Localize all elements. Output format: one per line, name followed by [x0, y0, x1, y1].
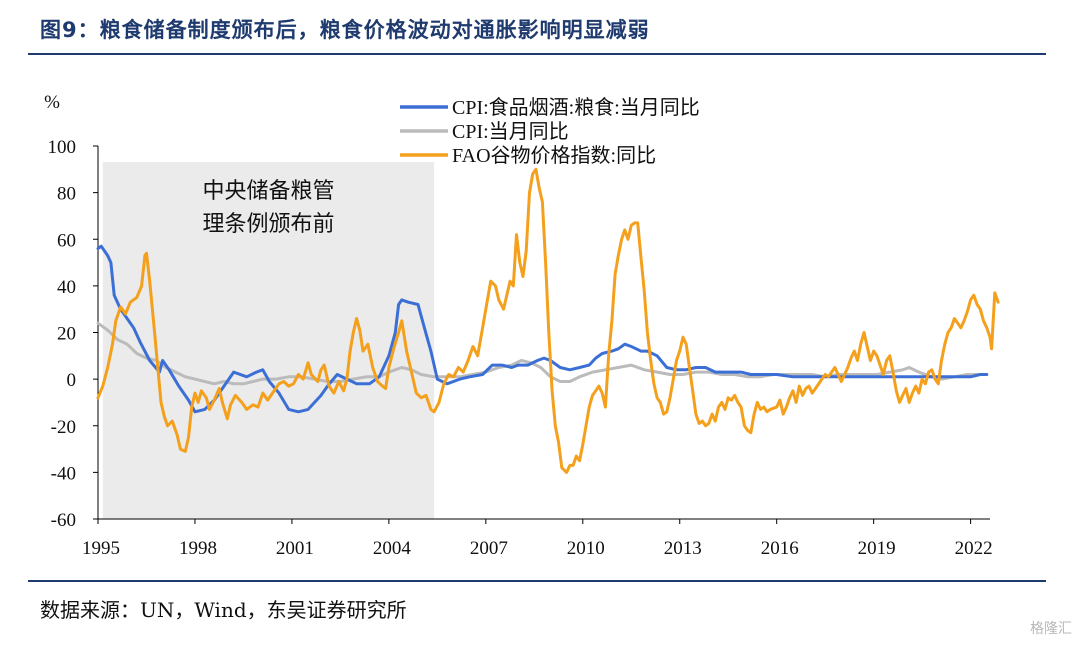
y-axis-unit: %: [44, 92, 60, 113]
series-line-0: [96, 244, 989, 414]
y-tick-label: 80: [57, 184, 76, 205]
x-tick-label: 2022: [955, 538, 993, 559]
x-tick-label: 2007: [470, 538, 508, 559]
axes: -60 -40 -20 0 20 40 60 80 100 1995 1998 2001 2004 200…: [44, 92, 993, 559]
top-rule: [28, 53, 1046, 55]
series-layer: [96, 167, 1000, 474]
series-line-2: [96, 167, 1000, 474]
x-tick-label: 1995: [82, 538, 120, 559]
y-tick-label: 0: [67, 370, 77, 391]
x-tick-label: 1998: [179, 538, 217, 559]
y-tick-label: -20: [51, 417, 76, 438]
legend-label-2: FAO谷物价格指数:同比: [452, 144, 656, 167]
annotation-label-line1: 中央储备粮管: [202, 178, 334, 203]
legend-label-1: CPI:当月同比: [452, 120, 569, 143]
legend-label-0: CPI:食品烟酒:粮食:当月同比: [452, 96, 700, 119]
y-tick-label: -60: [51, 510, 76, 531]
y-tick-label: 40: [57, 277, 76, 298]
figure-title: 图9：粮食储备制度颁布后，粮食价格波动对通胀影响明显减弱: [40, 18, 650, 42]
source-note: 数据来源：UN，Wind，东吴证券研究所: [40, 598, 407, 622]
y-tick-label: -40: [51, 463, 76, 484]
x-tick-label: 2001: [276, 538, 314, 559]
y-tick-label: 20: [57, 324, 76, 345]
bottom-rule: [28, 580, 1046, 582]
x-tick-label: 2013: [664, 538, 702, 559]
x-tick-label: 2019: [858, 538, 896, 559]
y-tick-label: 100: [48, 137, 77, 158]
x-tick-label: 2016: [761, 538, 799, 559]
x-tick-label: 2010: [567, 538, 605, 559]
annotation-label-line2: 理条例颁布前: [202, 211, 334, 236]
series-line-1: [96, 321, 989, 386]
shaded-region: [102, 162, 435, 519]
x-tick-label: 2004: [373, 538, 412, 559]
y-tick-label: 60: [57, 230, 76, 251]
watermark-logo: 格隆汇: [1030, 621, 1072, 637]
